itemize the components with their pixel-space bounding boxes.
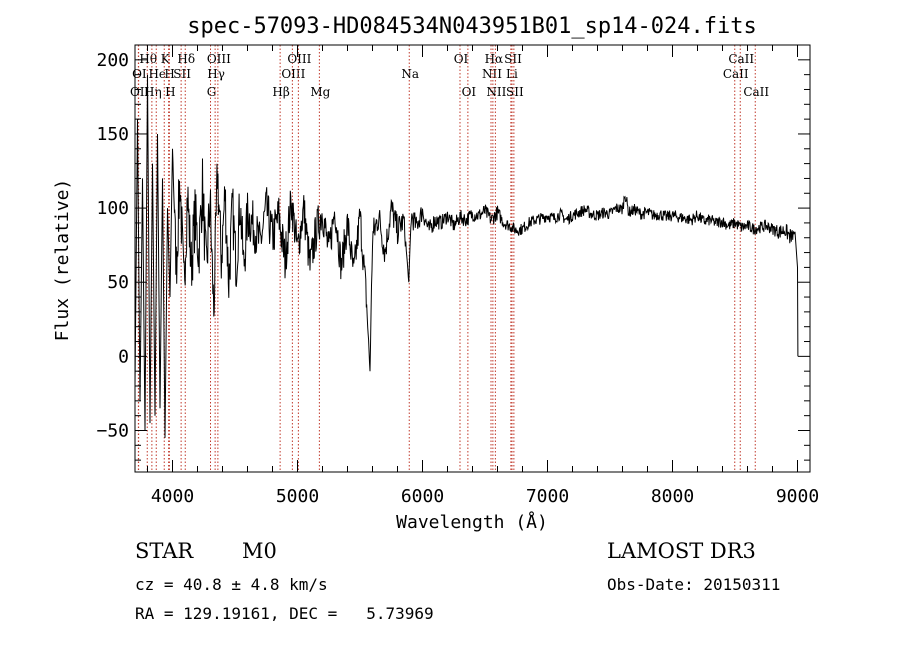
line-marker-label: NII	[486, 85, 506, 99]
line-marker-label: CaII	[743, 85, 769, 99]
y-tick-label: 0	[118, 346, 129, 367]
redshift-cz: cz = 40.8 ± 4.8 km/s	[135, 575, 328, 594]
line-marker-label: CaII	[728, 52, 754, 66]
line-marker-label: Hθ	[139, 52, 157, 66]
line-marker-label: Hα	[485, 52, 504, 66]
line-marker-label: Hγ	[207, 67, 225, 81]
line-marker-label: H	[165, 85, 175, 99]
y-tick-label: 50	[107, 272, 129, 293]
x-axis-label: Wavelength (Å)	[396, 511, 548, 533]
x-tick-label: 9000	[776, 486, 819, 507]
line-marker-label: CaII	[723, 67, 749, 81]
line-marker-label: OIII	[207, 52, 231, 66]
x-tick-label: 7000	[526, 486, 569, 507]
x-tick-label: 4000	[151, 486, 194, 507]
line-marker-label: Na	[401, 67, 419, 81]
line-marker-label: He	[148, 67, 166, 81]
y-tick-label: 200	[96, 50, 129, 71]
line-marker-label: Hδ	[177, 52, 195, 66]
flux-series-line	[134, 74, 799, 438]
y-tick-label: −50	[96, 420, 129, 441]
line-marker-label: OIII	[281, 67, 305, 81]
line-marker-label: Mg	[310, 85, 330, 99]
line-marker-label: OI	[462, 85, 477, 99]
x-tick-label: 6000	[401, 486, 444, 507]
line-markers: OIOIIHθHηHeKHSIIHHδGHγOIIIHβOIIIOIIIMgNa…	[130, 45, 769, 472]
x-axis: 4000 5000 6000 7000 8000 9000	[147, 45, 819, 507]
line-marker-label: Hη	[144, 85, 162, 99]
line-marker-label: SII	[506, 85, 524, 99]
line-marker-label: OI	[454, 52, 469, 66]
x-tick-label: 5000	[276, 486, 319, 507]
line-marker-label: OI	[132, 67, 147, 81]
y-tick-label: 100	[96, 198, 129, 219]
line-marker-label: Hβ	[272, 85, 289, 99]
line-marker-label: NII	[482, 67, 502, 81]
y-axis: −50 0 50 100 150 200	[96, 50, 810, 461]
line-marker-label: SII	[504, 52, 522, 66]
ra-dec: RA = 129.19161, DEC = 5.73969	[135, 604, 434, 623]
observation-date: Obs-Date: 20150311	[607, 575, 781, 594]
object-class: STAR	[135, 539, 194, 563]
survey-name: LAMOST DR3	[607, 539, 756, 563]
y-tick-label: 150	[96, 124, 129, 145]
y-axis-label: Flux (relative)	[52, 179, 73, 342]
plot-frame	[134, 44, 811, 473]
line-marker-label: SII	[173, 67, 191, 81]
x-tick-label: 8000	[651, 486, 694, 507]
line-marker-label: G	[207, 85, 217, 99]
line-marker-label: OIII	[287, 52, 311, 66]
chart-title: spec-57093-HD084534N043951B01_sp14-024.f…	[187, 14, 757, 39]
object-subclass: M0	[242, 539, 277, 563]
line-marker-label: K	[161, 52, 171, 66]
